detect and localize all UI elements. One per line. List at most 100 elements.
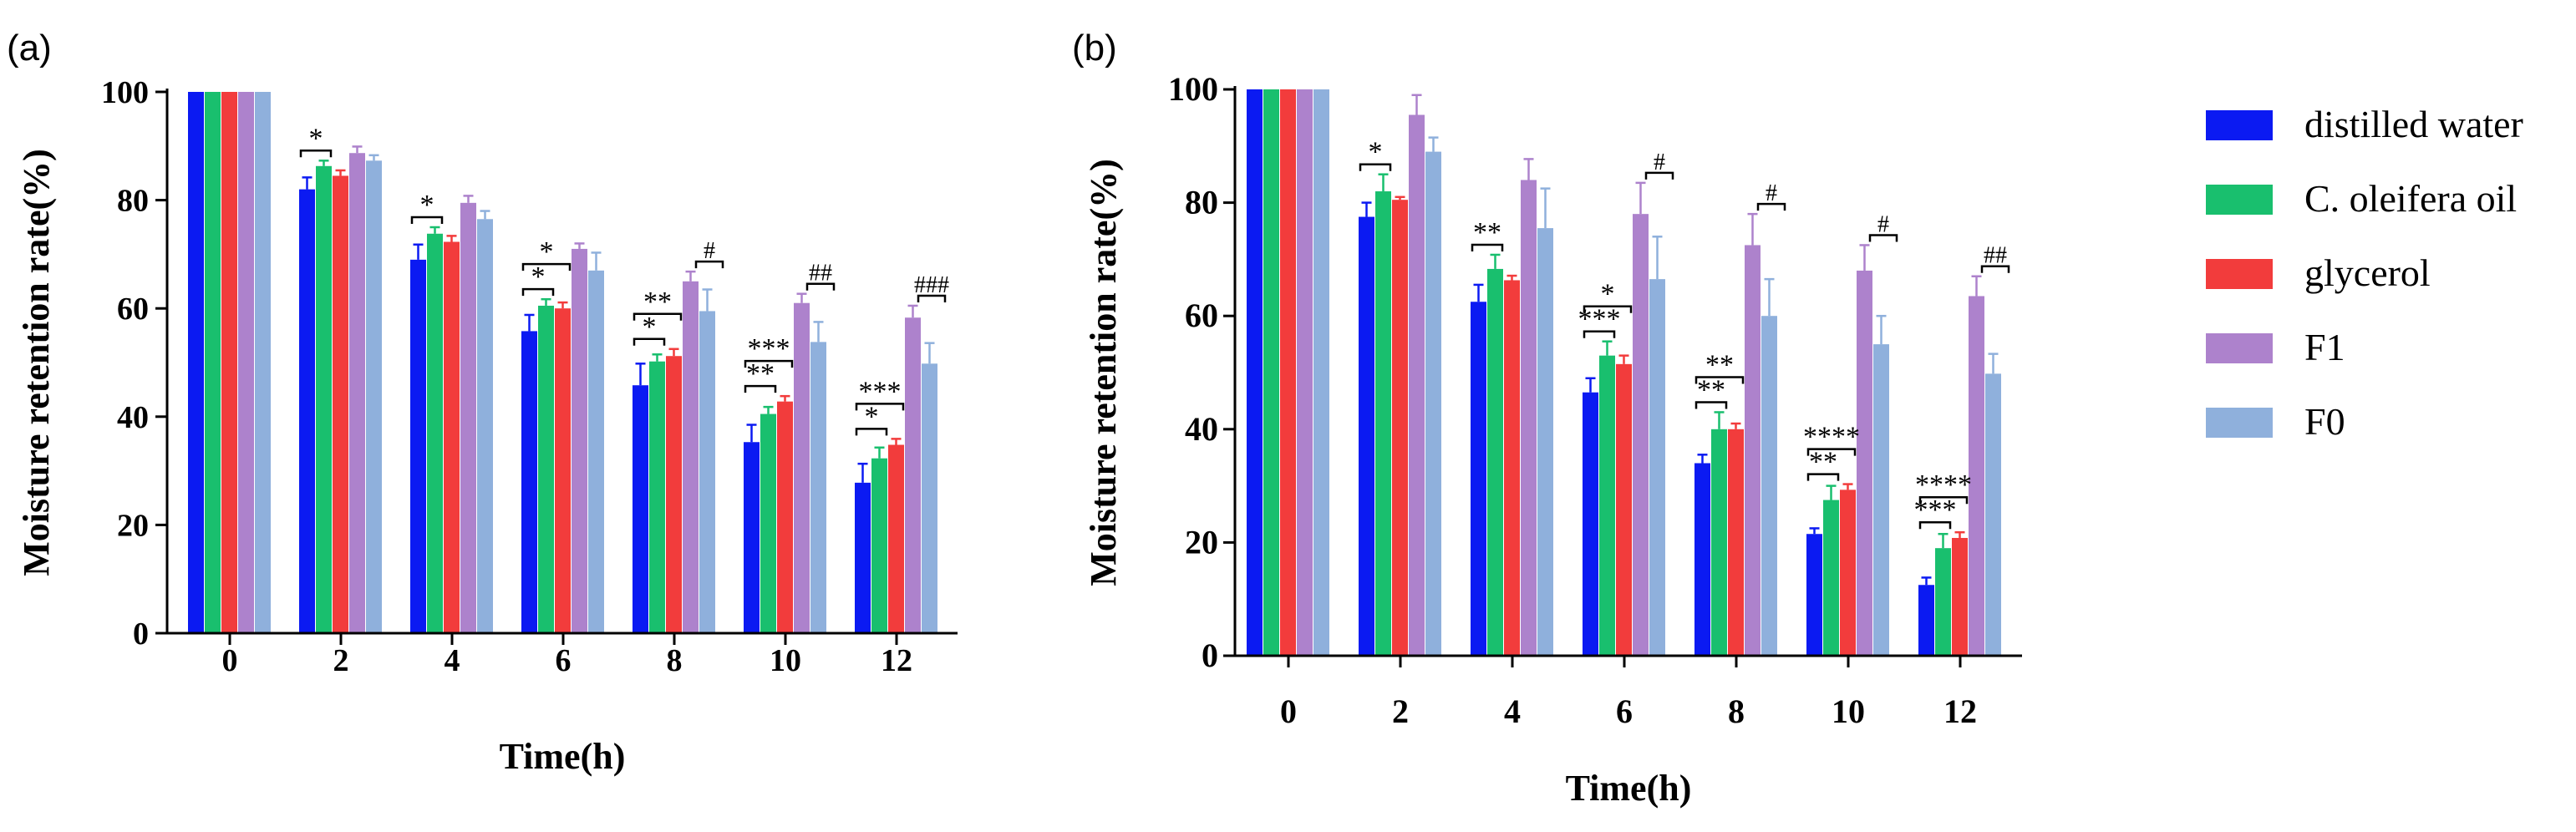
bar [1633, 214, 1649, 656]
significance-bracket [1918, 520, 1952, 530]
y-axis-label: Moisture retention rate(%) [16, 149, 57, 576]
significance-label: * [643, 312, 657, 342]
significance-label: * [865, 401, 879, 432]
significance-bracket [299, 150, 333, 158]
bar [1969, 296, 1984, 656]
significance-bracket [633, 337, 666, 346]
y-tick-label: 80 [1185, 184, 1218, 221]
significance-label: # [1654, 150, 1665, 175]
significance-label: ** [643, 287, 672, 317]
panel-label: (b) [1072, 28, 1117, 68]
legend-swatch [2206, 110, 2273, 140]
chart-panel-a: (a)0 2 4 6 8 10 12****************### ###020406… [7, 28, 958, 777]
bar [649, 361, 665, 633]
bar [744, 442, 760, 633]
significance-bracket [410, 216, 444, 224]
significance-label: **** [1915, 469, 1972, 500]
bar [1247, 89, 1263, 656]
y-tick-label: 0 [133, 616, 149, 652]
significance-bracket [744, 384, 777, 393]
significance-bracket [805, 282, 836, 291]
bar [1694, 463, 1710, 656]
bar [1313, 89, 1329, 656]
significance-bracket [1583, 305, 1633, 313]
bar [1761, 316, 1777, 656]
bar [699, 311, 715, 633]
bar [777, 401, 793, 633]
x-tick-label: 0 [222, 643, 238, 678]
bar [538, 305, 554, 633]
significance-bracket [521, 262, 572, 271]
bar [1425, 151, 1441, 656]
bar [1935, 548, 1951, 656]
bar [855, 482, 871, 633]
y-tick-label: 40 [117, 400, 149, 435]
bar [1392, 200, 1408, 656]
legend-swatch [2206, 408, 2273, 438]
significance-bracket [1359, 163, 1392, 171]
bar [349, 153, 365, 633]
bar [299, 189, 315, 633]
significance-label: # [1766, 180, 1777, 206]
bar [555, 308, 571, 633]
bar [255, 92, 271, 633]
bar [1873, 344, 1889, 656]
bar [1616, 363, 1632, 656]
bar [1583, 392, 1598, 656]
significance-label: ## [1984, 243, 2007, 269]
significance-label: * [1369, 137, 1383, 168]
bar [477, 219, 493, 633]
bar [1280, 89, 1296, 656]
significance-bracket [1980, 265, 2010, 273]
significance-label: ** [746, 358, 775, 389]
significance-label: * [531, 261, 546, 292]
bar [922, 363, 937, 633]
bar [521, 331, 537, 633]
bar [1857, 270, 1872, 656]
bar [810, 342, 826, 633]
significance-label: * [540, 236, 554, 267]
significance-label: ** [1705, 349, 1734, 380]
bar [572, 248, 587, 633]
bar [871, 458, 887, 633]
significance-bracket [855, 428, 888, 436]
x-tick-label: 0 [1280, 692, 1297, 730]
legend-label: F1 [2304, 326, 2345, 368]
bar [410, 259, 426, 633]
bar [366, 160, 382, 633]
bar [444, 241, 460, 633]
significance-bracket [1868, 234, 1898, 242]
significance-label: # [704, 238, 715, 264]
x-axis-label: Time(h) [500, 736, 626, 777]
bar [1823, 500, 1839, 656]
bar [460, 202, 476, 634]
bar [1521, 180, 1537, 657]
bar [1375, 191, 1391, 657]
significance-label: # [1877, 211, 1889, 237]
bar [1599, 355, 1615, 656]
x-tick-label: 2 [1392, 692, 1409, 730]
x-tick-label: 12 [881, 643, 912, 678]
y-tick-label: 60 [117, 292, 149, 327]
x-tick-label: 6 [556, 643, 572, 678]
significance-bracket [521, 287, 555, 297]
significance-label: **** [1803, 422, 1860, 453]
legend-label: distilled water [2304, 103, 2523, 145]
bar [1409, 114, 1425, 656]
significance-label: ** [1473, 217, 1501, 248]
bar [1487, 268, 1503, 656]
bar [794, 302, 810, 633]
y-tick-label: 80 [117, 184, 149, 219]
bar [1985, 373, 2001, 656]
legend-label: F0 [2304, 400, 2345, 443]
x-tick-label: 2 [333, 643, 349, 678]
significance-bracket [1806, 448, 1857, 456]
significance-bracket [633, 312, 683, 321]
bar [1537, 228, 1553, 656]
bar [333, 175, 348, 633]
bar [1504, 280, 1520, 656]
bar [1471, 302, 1486, 656]
bar [1297, 89, 1313, 656]
significance-label: * [309, 123, 323, 154]
